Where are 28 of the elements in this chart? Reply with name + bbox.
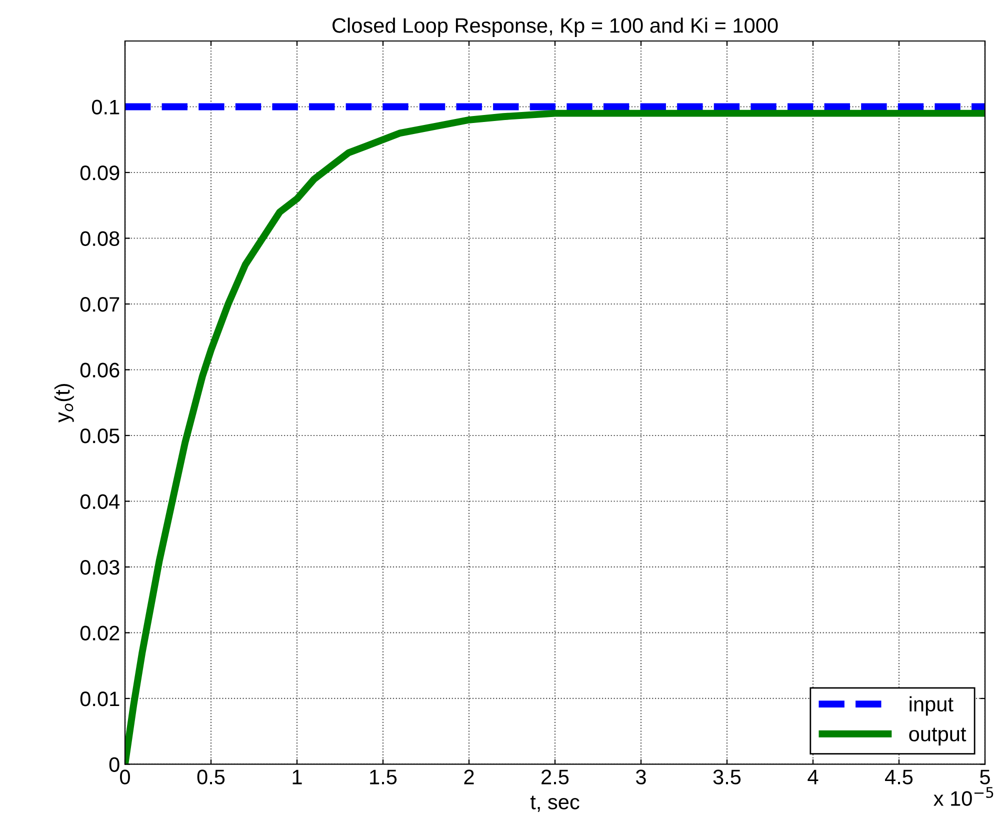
- x-tick-label: 4: [808, 770, 818, 784]
- y-axis-title: y$_{o}$(t): [54, 384, 74, 422]
- legend-label: output: [909, 728, 966, 746]
- x-tick-label: 0.5: [197, 770, 225, 784]
- y-tick-label: 0.1: [92, 100, 120, 115]
- legend-label: input: [910, 696, 954, 716]
- x-tick-label: 4.5: [885, 770, 913, 784]
- x-tick-label: 2.5: [542, 770, 569, 784]
- text: x 10$^{−5}$: [934, 787, 994, 806]
- x-tick-label: 2: [464, 770, 474, 784]
- chart-title: Closed Loop Response, Kp = 100 and Ki = 1000: [332, 18, 778, 37]
- x-tick-label: 0: [120, 770, 130, 784]
- y-tick-label: 0.04: [80, 494, 120, 509]
- y-tick-label: 0.07: [80, 297, 120, 312]
- y-tick-label: 0.01: [80, 691, 120, 706]
- x-tick-label: 3.5: [713, 770, 741, 784]
- x-tick-label: 1.5: [370, 770, 397, 784]
- x-tick-label: 1: [292, 770, 302, 784]
- x-tick-label: 3: [636, 770, 646, 784]
- x-axis-title: t, sec: [530, 796, 580, 812]
- y-tick-label: 0.09: [80, 166, 120, 180]
- x-tick-label: 5: [980, 770, 990, 784]
- y-tick-label: 0.08: [80, 231, 120, 246]
- y-tick-label: 0: [109, 757, 120, 772]
- y-tick-label: 0.03: [80, 560, 120, 575]
- y-tick-label: 0.02: [80, 626, 120, 640]
- y-tick-label: 0.06: [80, 362, 120, 378]
- y-tick-label: 0.05: [80, 428, 120, 444]
